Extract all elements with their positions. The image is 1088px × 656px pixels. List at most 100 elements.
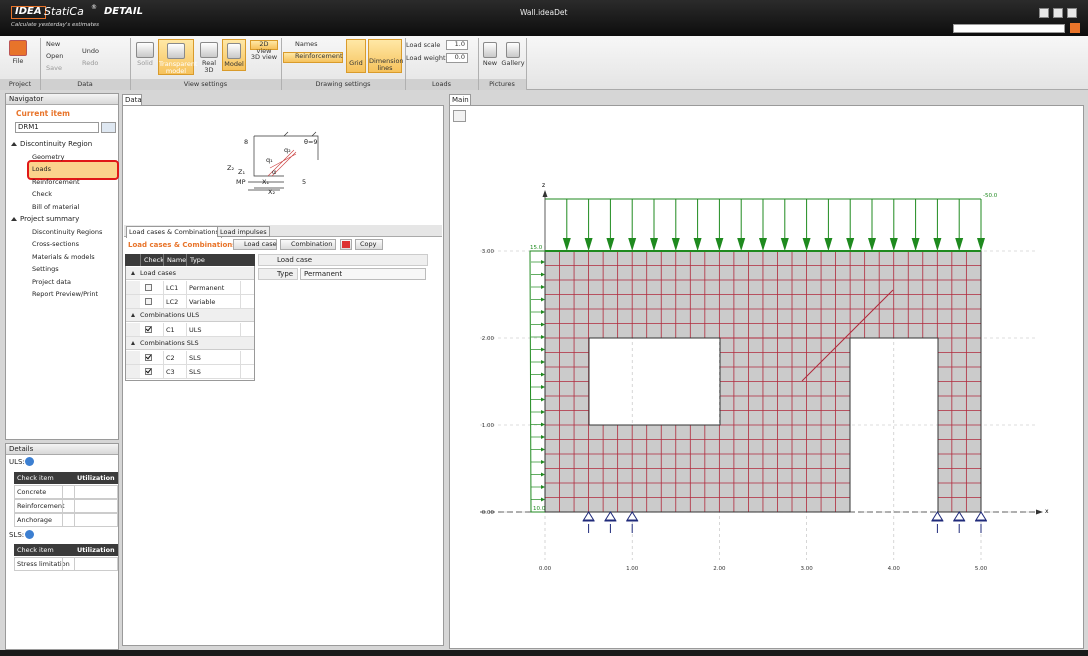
ribbon-separator xyxy=(405,38,406,90)
main-tab[interactable]: Main xyxy=(449,94,471,106)
row xyxy=(140,323,254,337)
tree-item[interactable]: Loads xyxy=(32,165,51,173)
3d-view-button[interactable]: 3D view xyxy=(250,54,278,61)
transparent-model-button[interactable]: Transparent model xyxy=(158,39,197,75)
tree-item[interactable]: Bill of material xyxy=(32,202,80,211)
tree-node[interactable]: Discontinuity Region xyxy=(20,140,93,148)
tree-item[interactable]: Report Preview/Print xyxy=(32,290,99,298)
details-header: Details xyxy=(6,444,118,455)
reinforcement-button[interactable]: Reinforcement xyxy=(283,52,343,63)
type-cell: SLS xyxy=(189,368,201,376)
checkbox[interactable] xyxy=(145,325,152,333)
model-button[interactable]: Model xyxy=(222,39,246,71)
load-arrow-head xyxy=(933,238,942,251)
sketch-outline xyxy=(253,131,319,177)
fullscreen-button[interactable] xyxy=(453,110,466,122)
tree-item[interactable]: Check xyxy=(32,190,52,198)
tree-node[interactable]: Project summary xyxy=(20,215,80,223)
checkbox[interactable] xyxy=(145,367,152,375)
type-cell: Permanent xyxy=(189,284,225,292)
solid-button[interactable]: Solid xyxy=(134,42,156,67)
tree-item[interactable]: Reinforcement xyxy=(32,177,80,186)
cell-divider xyxy=(240,365,241,379)
2d-view-button[interactable]: 2D view xyxy=(250,40,278,55)
checkbox[interactable] xyxy=(145,298,152,305)
load-arrow-head xyxy=(759,238,767,251)
file-button[interactable]: File xyxy=(6,40,30,65)
dimension-lines-button[interactable]: Dimension lines xyxy=(368,39,404,73)
names-button[interactable]: Names xyxy=(284,41,318,48)
gallery-button[interactable]: Gallery xyxy=(501,42,525,67)
open-button[interactable]: Open xyxy=(35,53,63,60)
group-expander xyxy=(131,341,135,345)
group-label[interactable]: Combinations ULS xyxy=(140,311,200,319)
side-load-arrow-head xyxy=(541,410,545,414)
save-button[interactable]: Save xyxy=(35,65,62,72)
tree-item[interactable]: Discontinuity Regions xyxy=(32,227,103,236)
tab[interactable]: Load cases & Combinations xyxy=(126,226,222,238)
cell-divider xyxy=(186,365,187,379)
real-3d-button[interactable]: Real 3D xyxy=(199,42,219,74)
item-selector[interactable]: DRM1 xyxy=(15,122,99,133)
data-tab[interactable]: Data xyxy=(122,94,142,106)
maximize-button[interactable] xyxy=(1053,8,1063,18)
load-arrow-head xyxy=(824,238,833,251)
x-tick-label: 2.00 xyxy=(713,566,726,572)
side-load-arrow-head xyxy=(541,472,545,477)
x-tick-label: 1.00 xyxy=(626,566,639,572)
tree-item[interactable]: Project data xyxy=(32,277,71,286)
table-header-cell: Type xyxy=(186,254,254,266)
load-scale-input[interactable]: 1.0 xyxy=(446,40,468,50)
tree-item[interactable]: Materials & models xyxy=(32,252,95,261)
row-header xyxy=(126,281,140,295)
sls-help[interactable] xyxy=(25,530,34,539)
item-action-button[interactable] xyxy=(101,122,116,133)
tree-item[interactable]: Cross-sections xyxy=(32,240,79,248)
ribbon-separator xyxy=(526,38,527,90)
y-tick-label: 0.00 xyxy=(482,510,495,516)
sketch-label: α xyxy=(272,168,276,176)
info-button[interactable] xyxy=(1070,23,1080,33)
group-label[interactable]: Combinations SLS xyxy=(140,339,199,347)
tab[interactable]: Load impulses xyxy=(217,226,270,237)
support xyxy=(953,511,966,521)
cell-divider xyxy=(163,351,164,365)
uls-help[interactable] xyxy=(25,457,34,466)
toolbar-button[interactable] xyxy=(355,239,383,250)
toolbar-label: Load case xyxy=(244,240,277,248)
delete-icon xyxy=(342,241,350,248)
names-label: Names xyxy=(295,40,318,48)
undo-button[interactable]: Undo xyxy=(71,48,99,55)
gallery-icon xyxy=(506,42,520,58)
ribbon-group-label: Loads xyxy=(432,80,451,88)
toolbar-button[interactable] xyxy=(280,239,336,250)
redo-button[interactable]: Redo xyxy=(71,60,98,67)
close-button[interactable] xyxy=(1067,8,1077,18)
tree-item[interactable]: Geometry xyxy=(32,152,65,161)
new-picture-icon xyxy=(483,42,497,58)
cell-divider xyxy=(163,323,164,337)
toolbar-button[interactable] xyxy=(233,239,277,250)
properties-type-select[interactable]: Permanent xyxy=(300,268,426,280)
cell-divider xyxy=(240,295,241,309)
group-label[interactable]: Load cases xyxy=(140,269,176,277)
sketch-dims xyxy=(248,181,284,191)
new-button[interactable]: New xyxy=(35,41,60,48)
model-label: Model xyxy=(224,60,244,68)
checkbox[interactable] xyxy=(145,353,152,361)
product-name: StatiCa xyxy=(44,5,84,18)
side-load-arrow-head xyxy=(541,447,545,452)
title-bar xyxy=(0,0,1088,36)
cell-divider xyxy=(240,323,241,337)
tree-item[interactable]: Settings xyxy=(32,265,59,273)
edition: DETAIL xyxy=(104,6,144,17)
save-label: Save xyxy=(46,64,62,72)
grid-button[interactable]: Grid xyxy=(346,39,366,73)
search-box[interactable] xyxy=(953,24,1065,33)
checkbox[interactable] xyxy=(145,284,152,291)
new-picture-button[interactable]: New xyxy=(481,42,499,67)
minimize-button[interactable] xyxy=(1039,8,1049,18)
side-load-arrow-head xyxy=(541,435,545,439)
load-weight-input[interactable]: 0.0 xyxy=(446,53,468,63)
